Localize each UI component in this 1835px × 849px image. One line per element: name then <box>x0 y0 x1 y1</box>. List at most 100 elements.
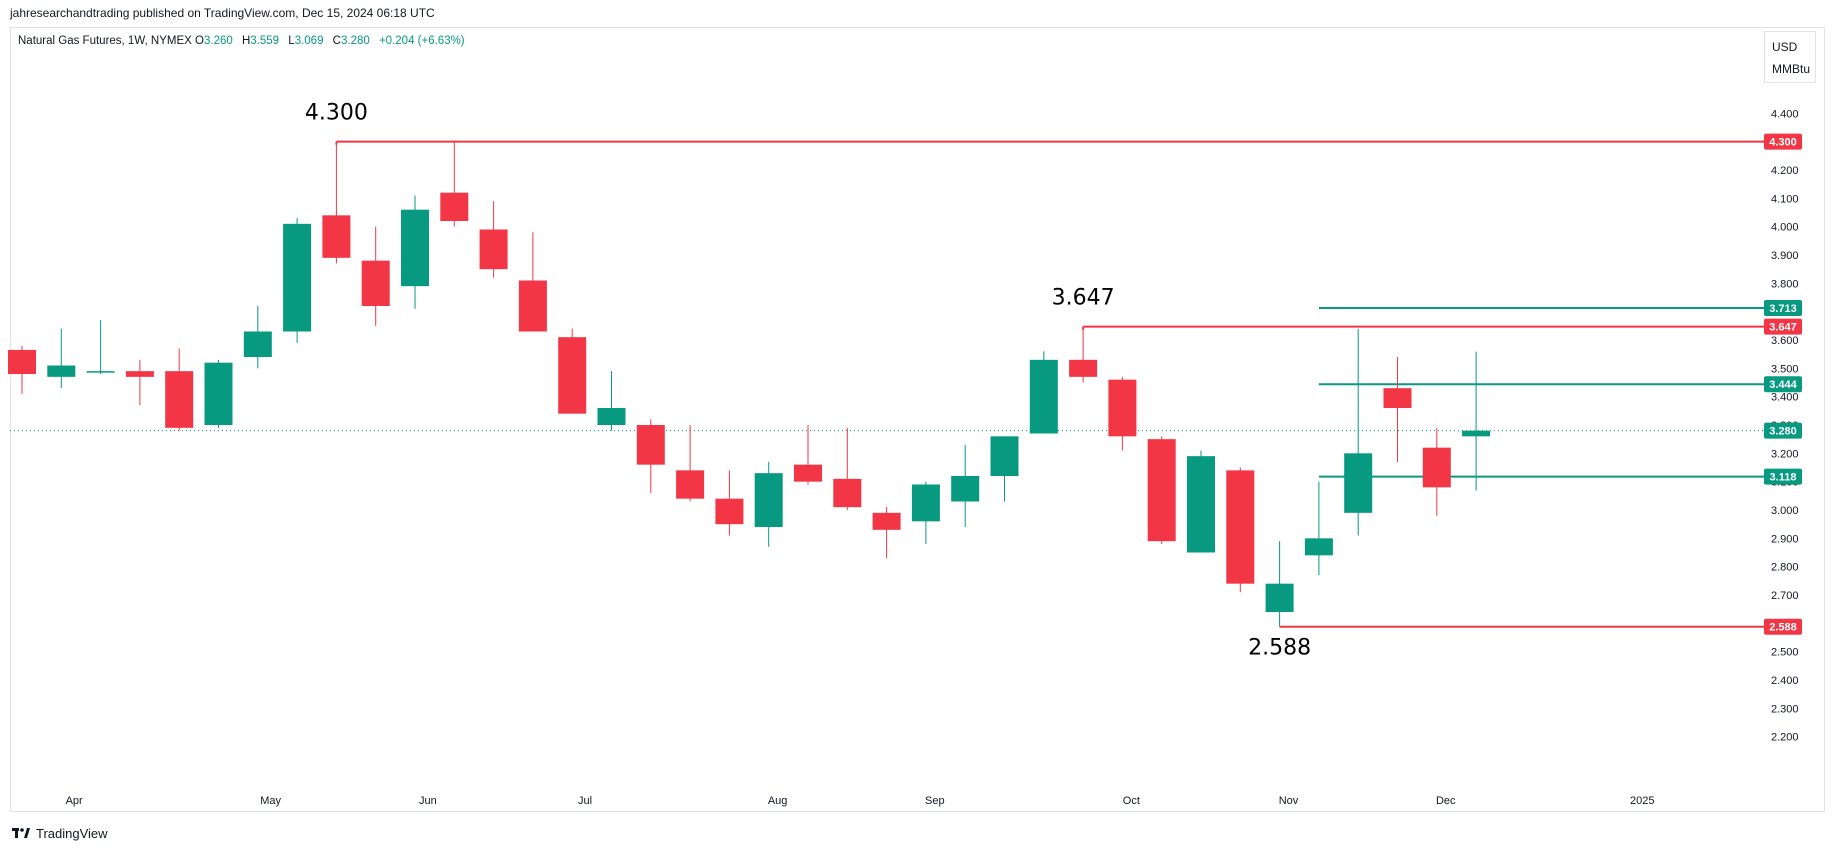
price-tag-label: 4.300 <box>1769 137 1797 149</box>
y-tick-label: 2.400 <box>1771 675 1799 687</box>
candle-body <box>990 436 1019 476</box>
candle-body <box>1265 583 1294 612</box>
candle-body <box>911 484 940 522</box>
price-tag <box>1764 299 1802 316</box>
tradingview-logo-icon <box>12 828 30 838</box>
y-tick-label: 2.800 <box>1771 562 1799 574</box>
unit-selector[interactable]: USD MMBtu <box>1764 31 1816 83</box>
symbol-legend: Natural Gas Futures, 1W, NYMEX O3.260 H3… <box>18 35 471 47</box>
candle-body <box>204 362 233 425</box>
x-tick-label: May <box>260 795 281 807</box>
candle-body <box>243 331 272 357</box>
y-tick-label: 3.000 <box>1771 505 1799 517</box>
y-tick-label: 4.400 <box>1771 108 1799 120</box>
level-callout: 2.588 <box>1248 636 1311 661</box>
candle-body <box>1187 456 1215 553</box>
last-price-tag <box>1764 422 1802 439</box>
candle-body <box>361 260 390 306</box>
price-tag-label: 3.444 <box>1769 379 1797 391</box>
price-tag <box>1764 318 1802 335</box>
candle-body <box>1029 359 1058 434</box>
open-label: O <box>195 35 204 47</box>
level-callout: 4.300 <box>305 101 368 126</box>
price-tag-label: 2.588 <box>1769 622 1797 634</box>
measure-label: MMBtu <box>1772 62 1811 76</box>
price-tags: 4.300 3.713 3.647 3.444 3.118 2.588 3.280 <box>1764 133 1802 635</box>
y-tick-label: 2.500 <box>1771 647 1799 659</box>
y-tick-label: 3.500 <box>1771 363 1799 375</box>
candle-body <box>754 473 783 527</box>
candle-body <box>597 408 626 425</box>
candle-body <box>1069 359 1098 377</box>
candle-body <box>401 209 429 287</box>
x-tick-label: Oct <box>1123 795 1140 807</box>
candle-body <box>715 498 744 525</box>
candle-body <box>872 512 901 530</box>
candle-body <box>1226 470 1255 584</box>
candle-body <box>1304 538 1333 556</box>
y-tick-label: 4.200 <box>1771 165 1799 177</box>
x-tick-label: Nov <box>1279 795 1299 807</box>
low-label: L <box>288 35 295 47</box>
candle-body <box>558 337 587 414</box>
candle-body <box>1422 447 1451 488</box>
candle-body <box>440 192 469 221</box>
chart-frame <box>10 27 1825 812</box>
candle-body <box>165 371 194 428</box>
y-tick-label: 2.300 <box>1771 703 1799 715</box>
x-tick-label: Apr <box>66 795 83 807</box>
symbol-title: Natural Gas Futures, 1W, NYMEX <box>18 35 192 47</box>
x-tick-label: Jun <box>419 795 437 807</box>
x-tick-label: Jul <box>578 795 592 807</box>
candle-body <box>8 349 36 374</box>
y-tick-label: 3.800 <box>1771 278 1799 290</box>
price-tag <box>1764 376 1802 393</box>
close-label: C <box>332 35 341 47</box>
candle-body <box>951 476 980 502</box>
y-tick-label: 2.900 <box>1771 533 1799 545</box>
last-price-tag-label: 3.280 <box>1769 426 1797 438</box>
currency-label: USD <box>1772 40 1798 54</box>
price-tag <box>1764 133 1802 150</box>
y-tick-label: 3.900 <box>1771 250 1799 262</box>
time-axis: Apr May Jun Jul Aug Sep Oct Nov Dec 2025 <box>66 795 1655 807</box>
candle-body <box>636 425 665 465</box>
level-callout: 3.647 <box>1052 286 1115 311</box>
candle-body <box>322 215 351 258</box>
candle-body <box>125 371 154 377</box>
open-value: 3.260 <box>204 35 233 47</box>
footer-brand: TradingView <box>36 826 108 841</box>
candle-body <box>86 371 115 373</box>
close-value: 3.280 <box>340 35 370 47</box>
y-tick-label: 3.200 <box>1771 448 1799 460</box>
x-tick-label: Sep <box>925 795 945 807</box>
candle-body <box>794 464 822 482</box>
y-tick-label: 3.400 <box>1771 392 1799 404</box>
x-tick-label: Dec <box>1436 795 1456 807</box>
candle-body <box>47 365 76 377</box>
x-tick-label: Aug <box>768 795 788 807</box>
change-value: +0.204 (+6.63%) <box>378 35 465 47</box>
candle-body <box>479 229 508 270</box>
y-tick-label: 2.200 <box>1771 732 1799 744</box>
y-tick-label: 4.000 <box>1771 222 1799 234</box>
candle-body <box>833 478 862 508</box>
low-value: 3.069 <box>294 35 324 47</box>
y-tick-label: 4.100 <box>1771 193 1799 205</box>
price-tag-label: 3.118 <box>1770 472 1797 484</box>
candle-body <box>283 223 312 332</box>
footer: TradingView <box>12 826 108 841</box>
candle-body <box>1462 430 1491 437</box>
high-value: 3.559 <box>250 35 280 47</box>
x-tick-label: 2025 <box>1630 795 1654 807</box>
publisher-line: jahresearchandtrading published on Tradi… <box>10 6 435 20</box>
high-label: H <box>241 35 251 47</box>
y-tick-label: 3.600 <box>1771 335 1799 347</box>
price-tag <box>1764 468 1802 485</box>
price-tag-label: 3.713 <box>1769 303 1797 315</box>
price-tag-label: 3.647 <box>1769 322 1797 334</box>
candle-body <box>1147 439 1176 542</box>
candles <box>8 141 1491 627</box>
candle-body <box>1108 379 1137 437</box>
